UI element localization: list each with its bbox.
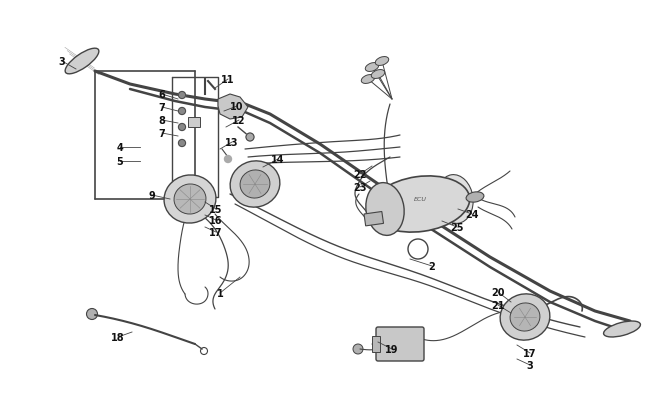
Text: 10: 10 — [230, 102, 244, 112]
Ellipse shape — [240, 171, 270, 198]
Circle shape — [179, 108, 185, 115]
Text: 13: 13 — [226, 138, 239, 148]
Bar — [188, 118, 200, 128]
Ellipse shape — [604, 321, 640, 337]
Text: 20: 20 — [491, 287, 505, 297]
Ellipse shape — [371, 70, 385, 79]
Text: 15: 15 — [209, 205, 223, 215]
Ellipse shape — [365, 64, 379, 72]
Text: 8: 8 — [159, 116, 166, 126]
Ellipse shape — [65, 49, 99, 75]
Circle shape — [86, 309, 98, 320]
Text: 25: 25 — [450, 222, 463, 232]
Text: 17: 17 — [523, 348, 537, 358]
Circle shape — [246, 134, 254, 142]
Ellipse shape — [230, 162, 280, 208]
Bar — [372, 336, 380, 352]
Text: 16: 16 — [209, 215, 223, 226]
Ellipse shape — [466, 192, 484, 202]
Text: 14: 14 — [271, 155, 285, 164]
Polygon shape — [218, 95, 248, 120]
Text: 3: 3 — [526, 360, 534, 370]
Text: 2: 2 — [428, 261, 436, 271]
Text: 5: 5 — [116, 157, 124, 166]
Circle shape — [224, 156, 231, 163]
Bar — [364, 212, 384, 226]
Text: 17: 17 — [209, 228, 223, 237]
Ellipse shape — [370, 177, 470, 232]
Text: 21: 21 — [491, 300, 505, 310]
Ellipse shape — [437, 175, 473, 224]
FancyBboxPatch shape — [376, 327, 424, 361]
Text: 9: 9 — [149, 190, 155, 200]
Text: ECU: ECU — [413, 197, 426, 202]
Text: 18: 18 — [111, 332, 125, 342]
Ellipse shape — [366, 183, 404, 236]
Text: 12: 12 — [232, 116, 246, 126]
Text: 11: 11 — [221, 75, 235, 85]
Text: 23: 23 — [353, 183, 367, 192]
Ellipse shape — [174, 185, 206, 215]
Text: 4: 4 — [116, 143, 124, 153]
Ellipse shape — [375, 58, 389, 66]
Text: 6: 6 — [159, 90, 165, 100]
Text: 19: 19 — [385, 344, 398, 354]
Ellipse shape — [361, 75, 374, 84]
Circle shape — [353, 344, 363, 354]
Ellipse shape — [164, 175, 216, 224]
Text: 7: 7 — [159, 129, 165, 139]
Ellipse shape — [510, 303, 540, 331]
Text: 1: 1 — [216, 288, 224, 298]
Text: 7: 7 — [159, 103, 165, 113]
Text: 24: 24 — [465, 209, 479, 220]
Circle shape — [179, 124, 185, 131]
Text: 3: 3 — [58, 57, 66, 67]
Ellipse shape — [500, 294, 550, 340]
Circle shape — [179, 140, 185, 147]
Circle shape — [179, 92, 185, 99]
Text: 22: 22 — [353, 170, 367, 179]
